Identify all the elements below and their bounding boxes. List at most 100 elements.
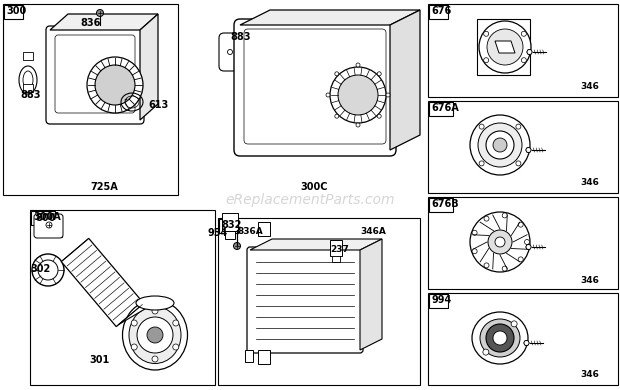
Ellipse shape (237, 44, 259, 60)
Circle shape (173, 320, 179, 326)
Circle shape (516, 124, 521, 129)
Circle shape (479, 124, 484, 129)
Ellipse shape (480, 319, 520, 357)
Polygon shape (524, 340, 529, 346)
Text: 346: 346 (580, 178, 600, 187)
Text: 346: 346 (580, 82, 600, 91)
Polygon shape (527, 50, 533, 55)
Text: 883: 883 (230, 32, 250, 42)
Circle shape (525, 239, 529, 245)
Circle shape (264, 50, 268, 55)
Text: 346: 346 (580, 370, 600, 379)
Circle shape (486, 131, 514, 159)
Polygon shape (360, 239, 382, 350)
Bar (428, 293, 618, 385)
Text: 300: 300 (6, 6, 26, 16)
Ellipse shape (129, 307, 181, 363)
FancyBboxPatch shape (234, 19, 396, 156)
Circle shape (516, 161, 521, 166)
Text: 836: 836 (80, 18, 100, 28)
Circle shape (131, 344, 137, 350)
Bar (428, 197, 618, 289)
Circle shape (502, 266, 507, 271)
Bar (429, 102, 453, 116)
Circle shape (479, 21, 531, 73)
Circle shape (518, 257, 523, 262)
Circle shape (478, 123, 522, 167)
Text: 300A: 300A (33, 212, 61, 222)
Polygon shape (50, 14, 158, 30)
Polygon shape (240, 10, 420, 25)
Text: 346A: 346A (360, 227, 386, 236)
Circle shape (495, 237, 505, 247)
Text: 832: 832 (221, 220, 241, 230)
Text: eReplacementParts.com: eReplacementParts.com (225, 193, 395, 207)
Text: 676: 676 (431, 6, 451, 16)
Text: 613: 613 (148, 100, 168, 110)
Bar (332, 256, 340, 262)
Text: 800: 800 (35, 213, 55, 223)
Circle shape (95, 65, 135, 105)
Circle shape (511, 321, 517, 327)
Circle shape (152, 356, 158, 362)
Bar (219, 219, 238, 233)
Polygon shape (526, 147, 531, 152)
Bar (23, 52, 33, 60)
Ellipse shape (472, 312, 528, 364)
Ellipse shape (23, 71, 33, 89)
Text: 302: 302 (30, 264, 50, 274)
Text: 883: 883 (20, 90, 40, 100)
Text: 676A: 676A (431, 103, 459, 113)
FancyBboxPatch shape (34, 214, 63, 238)
Ellipse shape (136, 296, 174, 310)
Circle shape (152, 308, 158, 314)
Circle shape (472, 249, 477, 254)
Circle shape (131, 320, 137, 326)
Circle shape (484, 31, 489, 36)
Circle shape (483, 349, 489, 355)
Bar (30, 210, 215, 385)
Bar (31, 211, 55, 225)
Text: 300C: 300C (300, 182, 327, 192)
Ellipse shape (19, 66, 37, 94)
Bar (218, 218, 420, 385)
Circle shape (173, 344, 179, 350)
Text: 725A: 725A (90, 182, 118, 192)
Bar (428, 101, 618, 193)
Circle shape (228, 50, 232, 55)
Circle shape (335, 72, 339, 76)
Polygon shape (390, 10, 420, 150)
Bar (429, 294, 448, 308)
Circle shape (484, 263, 489, 268)
Circle shape (377, 114, 381, 118)
Polygon shape (477, 19, 530, 75)
Text: 676B: 676B (431, 199, 459, 209)
Bar (3, 4, 178, 195)
Circle shape (326, 93, 330, 97)
Circle shape (386, 93, 390, 97)
Circle shape (234, 243, 241, 250)
Circle shape (493, 331, 507, 345)
Circle shape (147, 327, 163, 343)
Circle shape (484, 216, 489, 221)
Polygon shape (495, 41, 515, 53)
Bar (429, 5, 448, 19)
Bar (4, 5, 23, 19)
Circle shape (518, 222, 523, 227)
Bar (23, 84, 33, 92)
Ellipse shape (123, 300, 187, 370)
Circle shape (487, 29, 523, 65)
Circle shape (338, 75, 378, 115)
Circle shape (356, 63, 360, 67)
Circle shape (493, 138, 507, 152)
Text: 994: 994 (431, 295, 451, 305)
Circle shape (330, 67, 386, 123)
Bar (330, 240, 342, 256)
Text: 237: 237 (330, 245, 349, 254)
Polygon shape (526, 245, 531, 250)
Polygon shape (119, 303, 155, 324)
Circle shape (502, 213, 507, 218)
Circle shape (38, 260, 58, 280)
Circle shape (486, 324, 514, 352)
Circle shape (470, 115, 530, 175)
